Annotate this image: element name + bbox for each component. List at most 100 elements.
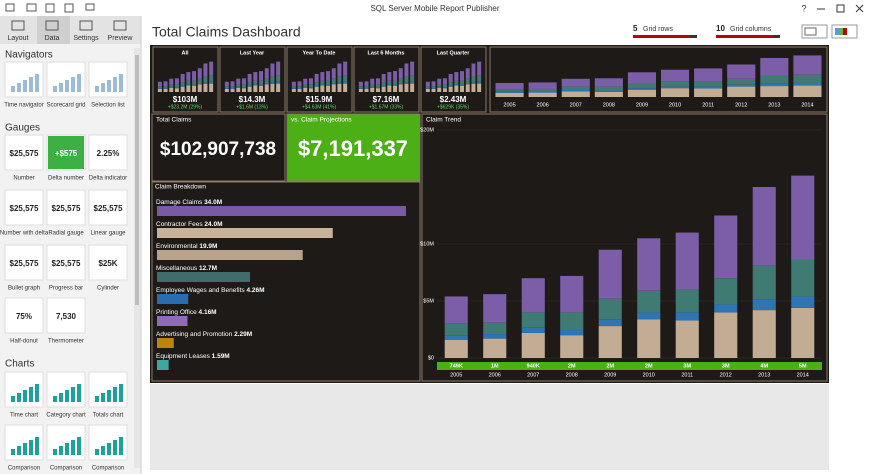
category: Miscellaneous xyxy=(156,265,198,272)
tab-icon[interactable] xyxy=(45,20,59,31)
tile-mini-bar xyxy=(308,78,313,85)
tile-mini-bar xyxy=(381,82,386,86)
bar xyxy=(560,335,584,358)
slider-thumb[interactable] xyxy=(690,35,697,38)
navigator-bar xyxy=(793,82,822,86)
footer-label: 749K xyxy=(450,363,463,369)
bar[interactable] xyxy=(157,206,406,216)
navigator-bar xyxy=(495,92,524,97)
tile-mini-bar xyxy=(448,86,453,92)
tile-mini-bar xyxy=(337,84,342,92)
widget-thumbnail[interactable] xyxy=(4,297,44,334)
tile-mini-bar xyxy=(460,85,465,92)
tile-delta: +$629K (35%) xyxy=(437,104,469,110)
bar xyxy=(483,294,507,323)
bar xyxy=(444,339,468,358)
tile-mini-bar xyxy=(326,80,331,85)
window-controls[interactable] xyxy=(817,4,864,13)
bar xyxy=(521,327,545,333)
toolbar-icons[interactable] xyxy=(5,3,95,13)
widget-label: Selection list xyxy=(91,103,125,109)
bar xyxy=(560,275,584,313)
tile-title: Year To Date xyxy=(303,50,336,56)
tile-mini-bar xyxy=(431,88,436,92)
scroll-thumb[interactable] xyxy=(135,55,139,305)
tile-mini-bar xyxy=(358,88,363,92)
thumb-glyph xyxy=(23,80,27,92)
thumb-glyph xyxy=(11,86,15,92)
tile-mini-bar xyxy=(381,73,386,83)
widget-thumbnail[interactable] xyxy=(88,189,128,226)
tile-mini-bar xyxy=(259,85,264,92)
section-title: Charts xyxy=(5,359,34,370)
tile-mini-bar xyxy=(471,76,476,83)
tile-mini-bar xyxy=(381,86,386,92)
bar[interactable] xyxy=(157,338,174,348)
tile-mini-bar xyxy=(270,82,275,85)
bar[interactable] xyxy=(157,294,189,304)
bar-label: Contractor Fees 24.0M xyxy=(156,221,223,228)
bar xyxy=(752,265,776,300)
tile-mini-bar xyxy=(192,85,197,92)
widget-thumbnail[interactable] xyxy=(46,297,86,334)
tile-mini-bar xyxy=(276,81,281,84)
tile-mini-bar xyxy=(186,80,191,85)
grid-rows-slider[interactable] xyxy=(633,35,697,38)
bar xyxy=(675,312,699,321)
bar xyxy=(598,249,622,299)
tile-mini-bar xyxy=(276,83,281,92)
tile-mini-bar xyxy=(253,85,258,92)
widget-thumbnail[interactable] xyxy=(46,189,86,226)
thumb-glyph xyxy=(35,384,39,402)
navigator-bar xyxy=(793,74,822,83)
tab-icon[interactable] xyxy=(113,20,127,31)
widget-label: Cylinder xyxy=(97,286,119,292)
thumb-glyph xyxy=(77,437,81,455)
thumb-glyph xyxy=(17,83,21,92)
bar xyxy=(521,332,545,358)
widget-thumbnail[interactable] xyxy=(88,134,128,171)
bar[interactable] xyxy=(157,228,333,238)
thumb-glyph xyxy=(101,83,105,92)
tile-mini-bar xyxy=(291,88,296,92)
slider-thumb[interactable] xyxy=(773,35,780,38)
widget-thumbnail[interactable] xyxy=(4,134,44,171)
bar[interactable] xyxy=(157,360,169,370)
tile-mini-bar xyxy=(364,81,369,87)
tile-mini-bar xyxy=(224,86,229,89)
tile-mini-bar xyxy=(431,86,436,89)
tile-mini-bar xyxy=(314,85,319,87)
tile-mini-bar xyxy=(174,78,179,85)
tile-mini-bar xyxy=(209,83,214,92)
tile-mini-bar xyxy=(448,73,453,83)
widget-thumbnail[interactable] xyxy=(88,244,128,281)
tile-mini-bar xyxy=(247,82,252,86)
bar[interactable] xyxy=(157,316,188,326)
category: Equipment Leases xyxy=(156,353,211,360)
widget-thumbnail[interactable] xyxy=(46,244,86,281)
tile-mini-bar xyxy=(320,72,325,81)
navigator-bar xyxy=(495,82,524,90)
bar[interactable] xyxy=(157,250,303,260)
thumb-glyph xyxy=(101,393,105,402)
navigator-bar xyxy=(561,86,590,90)
thumb-glyph xyxy=(71,387,75,402)
grid-columns-slider[interactable] xyxy=(716,35,780,38)
bar[interactable] xyxy=(157,272,251,282)
thumb-glyph xyxy=(65,390,69,402)
bar xyxy=(752,299,776,311)
help-button[interactable]: ? xyxy=(801,3,806,13)
swatch xyxy=(839,28,843,35)
tile-mini-bar xyxy=(192,84,197,86)
tab-icon[interactable] xyxy=(11,20,25,31)
x-tick-label: 2013 xyxy=(758,372,770,378)
navigator-year: 2014 xyxy=(801,102,813,108)
tile-mini-bar xyxy=(186,84,191,86)
bar xyxy=(791,296,815,308)
navigator-bar xyxy=(793,55,822,75)
bar xyxy=(560,329,584,336)
widget-thumbnail[interactable] xyxy=(4,189,44,226)
tab-icon[interactable] xyxy=(79,20,93,31)
widget-thumbnail[interactable] xyxy=(4,244,44,281)
window-title: SQL Server Mobile Report Publisher xyxy=(370,4,499,13)
